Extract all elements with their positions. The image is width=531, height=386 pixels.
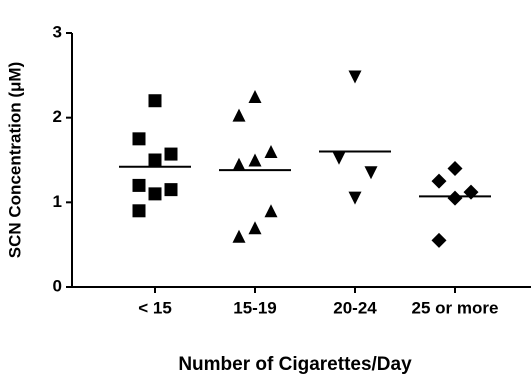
data-point [148,187,162,201]
data-point [164,183,178,197]
data-point [164,147,178,161]
data-point [248,153,262,167]
data-point [132,178,146,192]
data-point [148,153,162,167]
data-point [431,232,447,248]
x-tick-label: 15-19 [233,298,276,317]
y-tick-label: 2 [53,107,62,126]
x-tick-label: < 15 [138,298,172,317]
data-point [364,166,378,180]
data-point [332,151,346,165]
x-tick-label: 20-24 [333,298,377,317]
data-point [348,70,362,84]
data-point [232,157,246,171]
data-point [264,204,278,218]
y-tick-label: 0 [53,276,62,295]
data-point [248,221,262,235]
data-point [348,191,362,205]
x-axis-label: Number of Cigarettes/Day [178,354,412,375]
data-point [132,132,146,146]
data-point [148,94,162,108]
y-axis-label: SCN Concentration (μM) [5,62,24,258]
data-point [248,90,262,103]
data-point [447,190,463,206]
y-tick-label: 1 [53,192,62,211]
y-tick-label: 3 [53,22,62,41]
data-point [232,229,246,243]
data-point [431,173,447,189]
data-point [232,108,246,122]
x-tick-label: 25 or more [412,298,499,317]
data-point [264,145,278,159]
data-point [132,204,146,218]
data-point [463,184,479,200]
data-point [447,160,463,176]
